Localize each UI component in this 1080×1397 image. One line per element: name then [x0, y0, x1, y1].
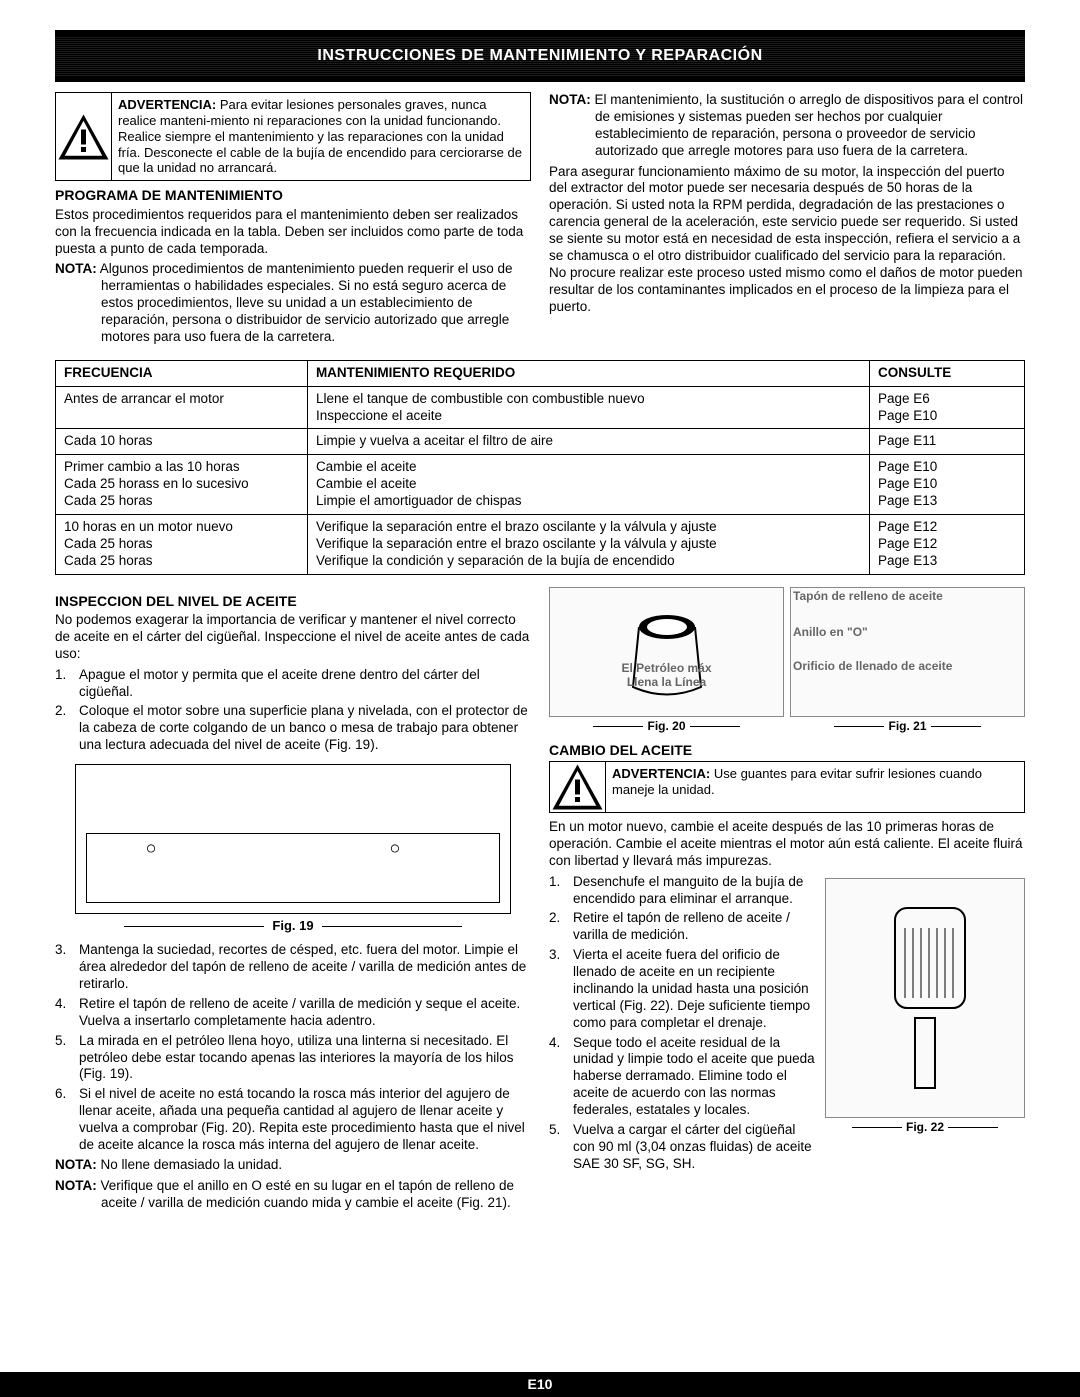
nota1-text: Algunos procedimientos de mantenimiento … [97, 261, 513, 344]
table-cell: Cambie el aceite Cambie el aceite Limpie… [307, 455, 869, 515]
cambio-paragraph: En un motor nuevo, cambie el aceite desp… [549, 819, 1025, 870]
list-item: 1.Apague el motor y permita que el aceit… [55, 667, 531, 701]
page-footer: E10 [0, 1372, 1080, 1397]
warning-icon [550, 762, 606, 812]
section-banner: INSTRUCCIONES DE MANTENIMIENTO Y REPARAC… [55, 30, 1025, 82]
th-mantenimiento: MANTENIMIENTO REQUERIDO [307, 360, 869, 386]
para2: Para asegurar funcionamiento máximo de s… [549, 164, 1025, 316]
table-cell: Page E11 [869, 429, 1024, 455]
fig20-caption: Fig. 20 [549, 719, 784, 734]
nota2-text: El mantenimiento, la sustitución o arreg… [591, 92, 1023, 158]
figure-19: ○ ○ [75, 764, 511, 914]
warning-box-2: ADVERTENCIA: Use guantes para evitar suf… [549, 761, 1025, 813]
warning-label: ADVERTENCIA: [118, 97, 216, 112]
warning-box-1: ADVERTENCIA: Para evitar lesiones person… [55, 92, 531, 181]
nota3-label: NOTA: [55, 1157, 97, 1172]
table-cell: Antes de arrancar el motor [56, 386, 308, 429]
list-item: 4.Retire el tapón de relleno de aceite /… [55, 996, 531, 1030]
nota3-text: No llene demasiado la unidad. [97, 1157, 282, 1172]
nota4-text: Verifique que el anillo en O esté en su … [97, 1178, 514, 1210]
fig22-caption: Fig. 22 [825, 1120, 1025, 1135]
list-item: 3.Vierta el aceite fuera del orificio de… [549, 947, 817, 1031]
maintenance-table: FRECUENCIA MANTENIMIENTO REQUERIDO CONSU… [55, 360, 1025, 575]
table-cell: 10 horas en un motor nuevo Cada 25 horas… [56, 514, 308, 574]
th-consulte: CONSULTE [869, 360, 1024, 386]
table-cell: Limpie y vuelva a aceitar el filtro de a… [307, 429, 869, 455]
figure-21: Tapón de relleno de aceite Anillo en "O"… [790, 587, 1025, 734]
nota2-label: NOTA: [549, 92, 591, 107]
list-item: 2.Retire el tapón de relleno de aceite /… [549, 910, 817, 944]
list-item: 6.Si el nivel de aceite no está tocando … [55, 1086, 531, 1154]
table-cell: Page E12 Page E12 Page E13 [869, 514, 1024, 574]
list-item: 1.Desenchufe el manguito de la bujía de … [549, 874, 817, 908]
inspeccion-heading: INSPECCION DEL NIVEL DE ACEITE [55, 593, 531, 611]
programa-paragraph: Estos procedimientos requeridos para el … [55, 207, 531, 258]
th-frecuencia: FRECUENCIA [56, 360, 308, 386]
figure-20: El Petróleo máxLlena la Línea Fig. 20 [549, 587, 784, 734]
warning-icon [56, 93, 112, 180]
figure-22: Fig. 22 [825, 878, 1025, 1135]
programa-heading: PROGRAMA DE MANTENIMIENTO [55, 187, 531, 205]
list-item: 3.Mantenga la suciedad, recortes de césp… [55, 942, 531, 993]
list-item: 4.Seque todo el aceite residual de la un… [549, 1035, 817, 1119]
list-item: 5.Vuelva a cargar el cárter del cigüeñal… [549, 1122, 817, 1173]
cambio-heading: CAMBIO DEL ACEITE [549, 742, 1025, 760]
table-cell: Page E10 Page E10 Page E13 [869, 455, 1024, 515]
inspeccion-paragraph: No podemos exagerar la importancia de ve… [55, 612, 531, 663]
nota4-label: NOTA: [55, 1178, 97, 1193]
list-item: 5.La mirada en el petróleo llena hoyo, u… [55, 1033, 531, 1084]
nota1-label: NOTA: [55, 261, 97, 276]
fig19-caption: Fig. 19 [55, 918, 531, 934]
list-item: 2.Coloque el motor sobre una superficie … [55, 703, 531, 754]
table-cell: Llene el tanque de combustible con combu… [307, 386, 869, 429]
fig21-caption: Fig. 21 [790, 719, 1025, 734]
table-cell: Verifique la separación entre el brazo o… [307, 514, 869, 574]
table-cell: Cada 10 horas [56, 429, 308, 455]
warning-label: ADVERTENCIA: [612, 766, 710, 781]
table-cell: Page E6 Page E10 [869, 386, 1024, 429]
table-cell: Primer cambio a las 10 horas Cada 25 hor… [56, 455, 308, 515]
